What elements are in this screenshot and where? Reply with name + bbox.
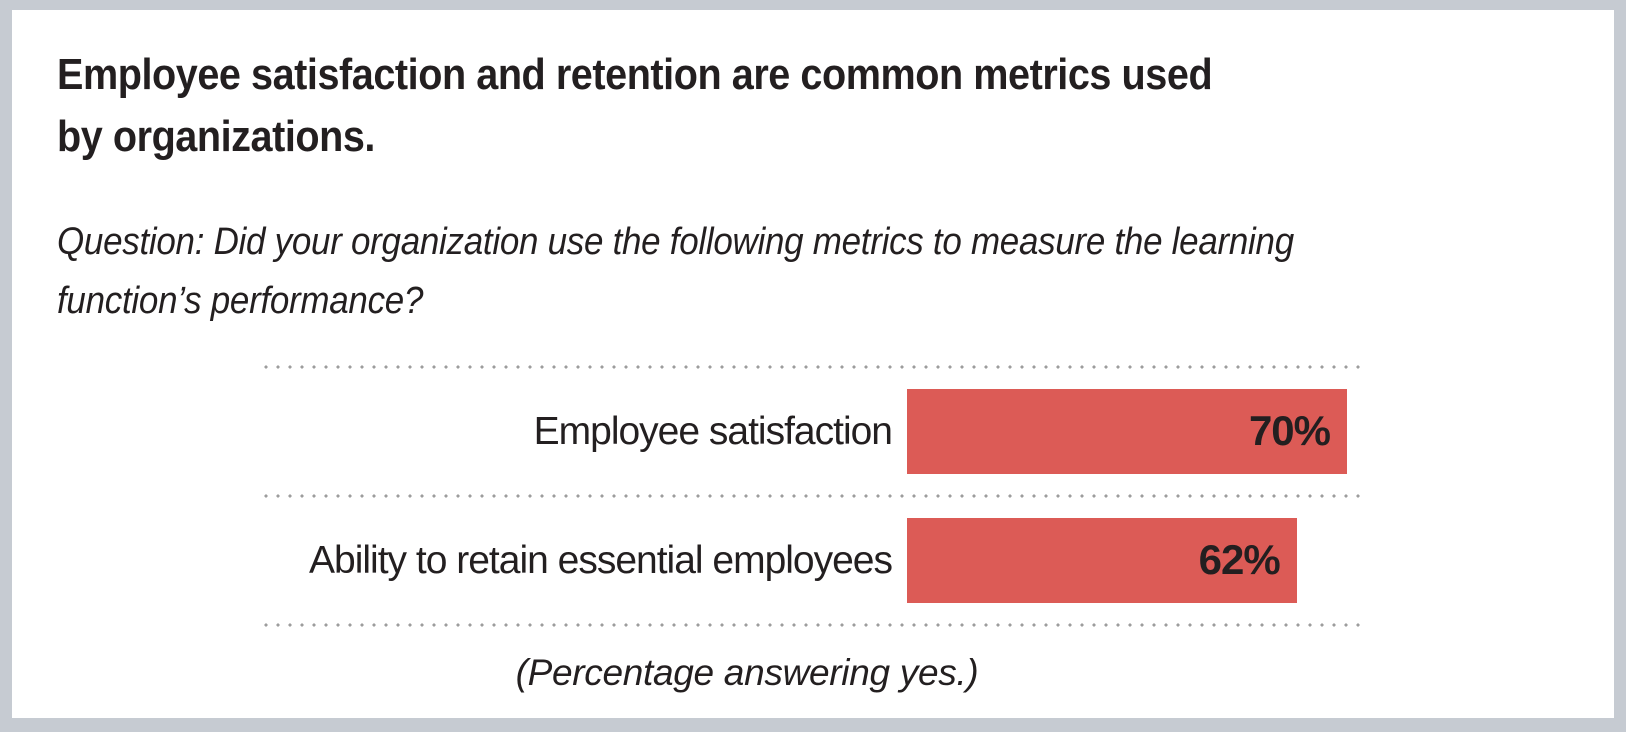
dotted-separator [260, 622, 1362, 627]
bar-chart: Employee satisfaction 70% Ability to retai… [260, 364, 1362, 627]
bar-value-label: 70% [1248, 407, 1331, 455]
chart-row: Employee satisfaction 70% [260, 369, 1362, 494]
bar-value-label: 62% [1198, 536, 1281, 584]
bar-track: 70% [907, 388, 1347, 474]
bar-category-label: Employee satisfaction [533, 409, 893, 453]
bar: 70% [907, 388, 1347, 474]
bar-track: 62% [907, 517, 1347, 603]
bar: 62% [907, 517, 1297, 603]
chart-rows: Employee satisfaction 70% Ability to retai… [260, 369, 1362, 627]
chart-panel: Employee satisfaction and retention are … [12, 10, 1614, 718]
survey-question: Question: Did your organization use the … [57, 221, 1294, 323]
bar-category-label: Ability to retain essential employees [309, 538, 893, 582]
chart-caption: (Percentage answering yes.) [515, 651, 979, 693]
chart-title: Employee satisfaction and retention are … [57, 50, 1213, 161]
dotted-separator [260, 364, 1362, 369]
dotted-separator [260, 493, 1362, 498]
chart-row: Ability to retain essential employees 62% [260, 498, 1362, 623]
